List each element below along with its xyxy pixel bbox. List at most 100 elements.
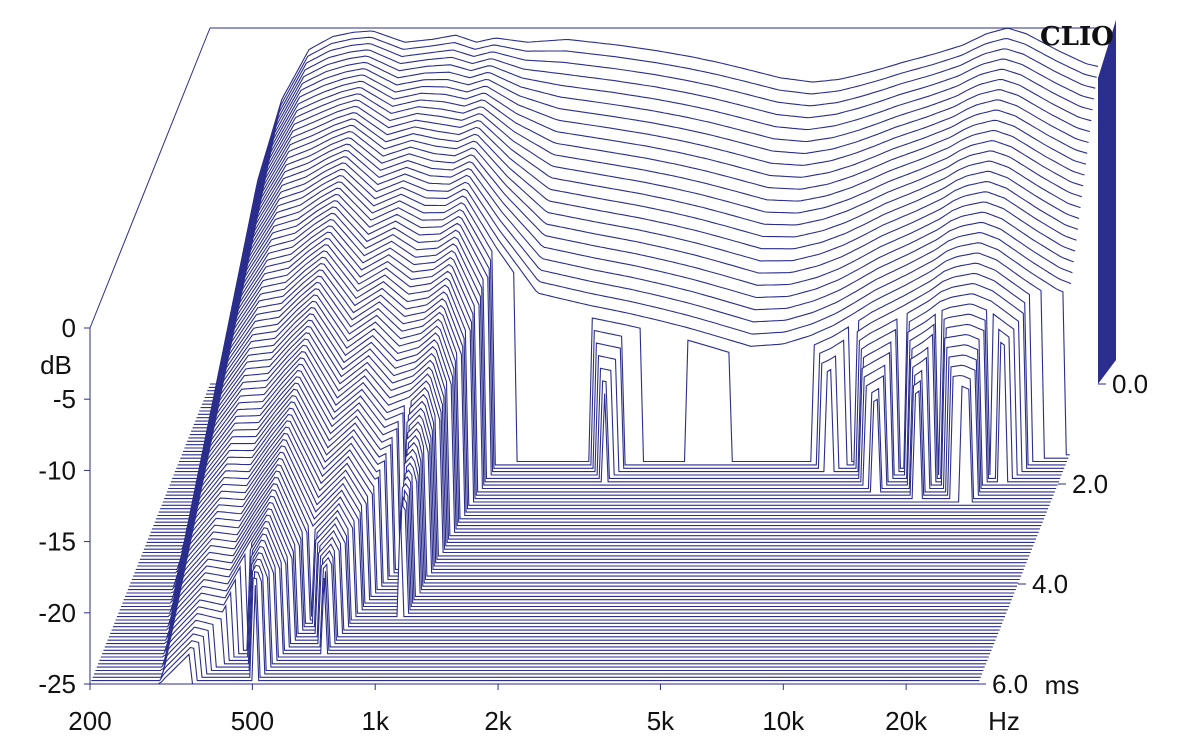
decay-trace	[203, 61, 1092, 402]
depth-edge-left	[89, 27, 211, 329]
decay-trace	[165, 237, 1054, 496]
clio-logo-text: CLIO	[1040, 22, 1114, 52]
decay-trace	[100, 539, 989, 658]
decay-trace	[152, 300, 1040, 530]
decay-trace	[173, 200, 1062, 476]
decay-trace	[92, 577, 981, 678]
decay-trace	[142, 344, 1031, 554]
decay-trace	[122, 438, 1011, 604]
z-tick-label: 0.0	[1112, 369, 1148, 399]
decay-trace	[112, 483, 1001, 628]
decay-trace	[146, 325, 1035, 543]
x-tick-label: 5k	[647, 706, 675, 736]
decay-trace	[148, 319, 1036, 540]
decay-trace	[179, 175, 1067, 463]
decay-trace	[98, 552, 987, 665]
x-tick-label: 500	[231, 706, 274, 736]
decay-trace	[177, 181, 1066, 466]
decay-trace	[183, 156, 1072, 452]
decay-trace	[201, 68, 1091, 405]
x-tick-label: 10k	[762, 706, 805, 736]
decay-trace	[206, 49, 1095, 395]
decay-trace	[108, 501, 997, 638]
decay-trace	[191, 118, 1080, 432]
x-tick-label: 2k	[484, 706, 512, 736]
axis-labels: 0 -5 -10 -15 -20 -25 dB 200 500 1k 2k 5k 10k 20k Hz 0.0…	[38, 313, 1148, 736]
decay-trace	[127, 413, 1016, 591]
decay-trace	[145, 332, 1034, 547]
decay-trace	[137, 369, 1026, 567]
decay-trace	[184, 149, 1073, 449]
decay-trace	[154, 288, 1043, 523]
decay-trace	[150, 307, 1039, 533]
decay-trace	[104, 520, 993, 648]
decay-trace	[174, 193, 1063, 473]
x-axis-unit: Hz	[988, 706, 1020, 736]
x-tick-label: 200	[68, 706, 111, 736]
decay-trace	[117, 464, 1005, 618]
decay-trace	[181, 162, 1070, 456]
decay-trace	[158, 269, 1047, 513]
decay-trace	[94, 571, 982, 675]
decay-trace	[192, 112, 1081, 429]
decay-trace	[199, 80, 1088, 412]
decay-trace	[196, 93, 1085, 419]
decay-trace	[204, 55, 1093, 399]
decay-trace	[107, 508, 996, 641]
decay-traces	[90, 27, 1099, 685]
y-tick-label: 0	[62, 313, 76, 343]
z-tick-label: 4.0	[1032, 569, 1068, 599]
decay-trace	[156, 281, 1045, 520]
decay-trace	[195, 99, 1084, 422]
decay-trace	[134, 382, 1023, 574]
decay-trace	[141, 350, 1030, 557]
decay-trace	[161, 256, 1050, 506]
decay-trace	[118, 457, 1007, 614]
z-tick-label: 6.0	[992, 669, 1028, 699]
decay-trace	[166, 231, 1055, 493]
decay-trace	[91, 585, 980, 682]
decay-trace	[143, 338, 1032, 550]
decay-trace	[193, 105, 1082, 425]
decay-trace	[157, 275, 1046, 517]
y-axis-label: dB	[40, 350, 72, 380]
y-tick-label: -15	[38, 527, 76, 557]
decay-trace	[153, 294, 1042, 527]
decay-trace	[125, 426, 1014, 597]
decay-trace	[162, 250, 1051, 503]
decay-trace	[126, 420, 1015, 594]
decay-trace	[99, 545, 988, 661]
decay-trace	[180, 168, 1069, 459]
decay-trace	[139, 357, 1028, 560]
decay-trace	[169, 219, 1058, 486]
trace-fill	[102, 534, 991, 654]
decay-trace	[111, 489, 1000, 631]
decay-trace	[114, 476, 1003, 624]
decay-trace	[164, 244, 1053, 500]
x-tick-label: 20k	[885, 706, 928, 736]
decay-trace	[149, 313, 1038, 537]
decay-trace	[123, 432, 1012, 601]
decay-trace	[96, 558, 985, 668]
decay-trace	[95, 564, 984, 672]
decay-trace	[103, 527, 992, 651]
decay-trace	[172, 206, 1061, 479]
x-tick-label: 1k	[361, 706, 389, 736]
y-tick-label: -10	[38, 455, 76, 485]
decay-trace	[176, 187, 1065, 469]
decay-trace	[185, 143, 1074, 446]
decay-trace	[210, 27, 1099, 385]
decay-trace	[131, 394, 1020, 581]
decay-trace	[187, 137, 1076, 442]
decay-trace	[189, 124, 1078, 436]
decay-trace	[135, 376, 1024, 570]
decay-trace	[200, 74, 1089, 409]
chart-frame	[84, 20, 1116, 690]
decay-trace	[115, 470, 1004, 621]
right-end-panel	[1098, 20, 1116, 384]
decay-trace	[138, 363, 1027, 564]
decay-trace	[188, 131, 1077, 439]
decay-trace	[121, 445, 1009, 608]
y-tick-label: -25	[38, 669, 76, 699]
decay-trace	[208, 36, 1097, 388]
